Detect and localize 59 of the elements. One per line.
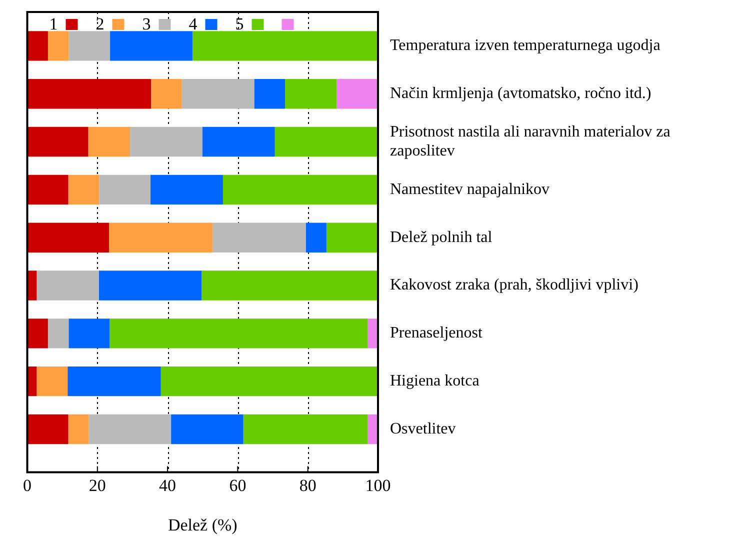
bar [99, 174, 150, 205]
x-tick-label: 40 [159, 476, 176, 495]
x-tick-label: 100 [365, 476, 391, 495]
bar [274, 126, 378, 157]
bar [88, 414, 172, 444]
bar [27, 222, 109, 252]
bar [27, 414, 68, 444]
y-tick-label: Prisotnost nastila ali naravnih materialov za zaposlitev [390, 123, 670, 160]
bar [88, 126, 130, 157]
bar [36, 270, 99, 300]
x-axis-title: Delež (%) [168, 515, 238, 534]
legend-label: 4 [188, 14, 198, 34]
bar [202, 126, 275, 157]
x-tick-label: 20 [88, 476, 106, 495]
bar [27, 79, 152, 109]
x-tick-label: 80 [299, 476, 316, 495]
bar [336, 79, 378, 109]
y-tick-label: Prenaseljenost [390, 324, 483, 342]
bar [182, 79, 254, 109]
bar [68, 366, 161, 396]
y-tick-label: Način krmljenja (avtomatsko, ročno itd.) [390, 85, 652, 102]
bar [151, 79, 182, 109]
bar [27, 31, 48, 61]
y-tick-label: Osvetlitev [390, 420, 456, 438]
bar [36, 366, 68, 396]
bar [243, 414, 368, 444]
bar [222, 174, 378, 205]
bar [68, 31, 110, 61]
x-tick-label: 60 [229, 476, 246, 495]
bar [98, 270, 202, 300]
bar [285, 79, 337, 109]
bar [306, 222, 326, 252]
y-tick-label: Delež polnih tal [390, 228, 493, 246]
y-tick-label: Namestitev napajalnikov [390, 180, 550, 198]
bar [212, 222, 306, 252]
y-tick-label: Temperatura izven temperaturnega ugodja [390, 37, 660, 54]
bar [68, 414, 89, 444]
bar [110, 31, 192, 61]
y-tick-label: Kakovost zraka (prah, škodljivi vplivi) [390, 276, 638, 294]
bar [68, 174, 100, 205]
bar [27, 126, 88, 157]
bar [48, 318, 69, 348]
bar [171, 414, 244, 444]
bar [160, 366, 378, 396]
bar [27, 174, 68, 205]
bar [254, 79, 286, 109]
bar [110, 318, 368, 348]
bar [130, 126, 202, 157]
bar [27, 318, 48, 348]
x-tick-label: 0 [23, 476, 32, 495]
bar [326, 222, 378, 252]
bar [108, 222, 212, 252]
bar [150, 174, 223, 205]
y-tick-label: Higiena kotca [390, 372, 480, 390]
legend-label: 3 [142, 14, 151, 34]
legend-label: 1 [49, 14, 58, 34]
bar [68, 318, 110, 348]
bar [48, 31, 69, 61]
bar [202, 270, 378, 300]
